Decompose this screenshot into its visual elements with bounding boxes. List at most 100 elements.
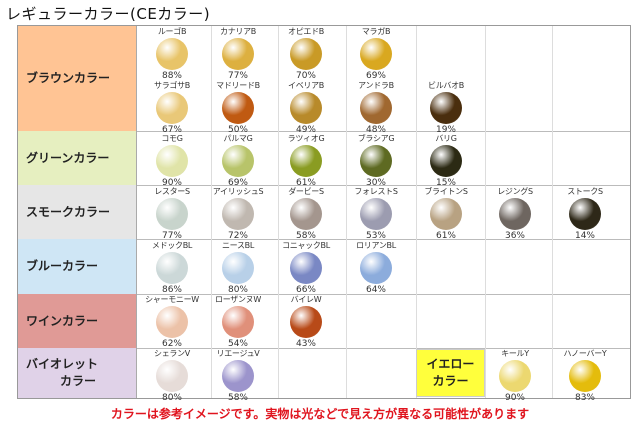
color-swatch: アンドラB 48% (346, 80, 406, 136)
color-swatch: オピエドB 70% (276, 26, 336, 82)
transmittance-percent: 83% (574, 393, 595, 403)
color-swatch: コニャックBL 66% (276, 240, 336, 296)
row-divider (18, 294, 630, 295)
transmittance-percent: 30% (365, 178, 386, 188)
color-swatch: フォレストS 53% (346, 186, 406, 242)
transmittance-percent: 77% (161, 231, 182, 241)
color-swatch: サラゴサB 67% (142, 80, 202, 136)
swatch-name: ストークS (567, 187, 603, 196)
transmittance-percent: 58% (295, 231, 316, 241)
column-divider (416, 26, 417, 398)
transmittance-percent: 80% (161, 393, 182, 403)
lens-color-circle (222, 38, 254, 70)
swatch-name: パルマG (223, 134, 253, 143)
swatch-name: リエージュV (216, 349, 260, 358)
swatch-name: ブラシアG (357, 134, 395, 143)
swatch-name: バリG (435, 134, 457, 143)
transmittance-percent: 58% (227, 393, 248, 403)
lens-color-circle (360, 198, 392, 230)
disclaimer-note: カラーは参考イメージです。実物は光などで見え方が異なる可能性があります (110, 407, 530, 421)
lens-color-circle (360, 92, 392, 124)
swatch-name: コモG (161, 134, 183, 143)
transmittance-percent: 19% (435, 125, 456, 135)
transmittance-percent: 66% (295, 285, 316, 295)
color-swatch: ブライトンS 61% (416, 186, 476, 242)
lens-color-circle (156, 252, 188, 284)
color-swatch: ブラシアG 30% (346, 133, 406, 189)
lens-color-circle (360, 145, 392, 177)
color-swatch: ルーゴB 88% (142, 26, 202, 82)
lens-color-circle (156, 360, 188, 392)
color-swatch: ハノーバーY 83% (555, 348, 615, 404)
transmittance-percent: 72% (227, 231, 248, 241)
color-swatch: シャーモニーW 62% (142, 294, 202, 350)
transmittance-percent: 14% (574, 231, 595, 241)
category-label: スモークカラー (26, 204, 111, 219)
lens-color-circle (569, 198, 601, 230)
color-swatch: ダービーS 58% (276, 186, 336, 242)
category-green: グリーンカラー (18, 131, 137, 185)
column-divider (552, 26, 553, 398)
category-yellow: イエロー カラー (416, 349, 485, 397)
color-swatch: アイリッシュS 72% (208, 186, 268, 242)
category-label: イエロー (426, 357, 475, 371)
lens-color-circle (222, 360, 254, 392)
color-swatch: コモG 90% (142, 133, 202, 189)
swatch-name: サラゴサB (154, 81, 190, 90)
swatch-name: ハノーバーY (563, 349, 607, 358)
category-label: グリーンカラー (26, 150, 110, 165)
swatch-name: レジングS (497, 187, 533, 196)
transmittance-percent: 86% (161, 285, 182, 295)
swatch-name: ルーゴB (157, 27, 187, 36)
color-swatch: イベリアB 49% (276, 80, 336, 136)
color-swatch: マラガB 69% (346, 26, 406, 82)
category-blue: ブルーカラー (18, 239, 137, 294)
transmittance-percent: 70% (295, 71, 316, 81)
swatch-name: シェランV (154, 349, 190, 358)
transmittance-percent: 49% (295, 125, 316, 135)
transmittance-percent: 61% (295, 178, 316, 188)
swatch-name: ブライトンS (424, 187, 468, 196)
swatch-name: シャーモニーW (145, 295, 199, 304)
color-swatch: シェランV 80% (142, 348, 202, 404)
transmittance-percent: 15% (435, 178, 456, 188)
color-swatch: ストークS 14% (555, 186, 615, 242)
lens-color-circle (499, 198, 531, 230)
swatch-name: ダービーS (288, 187, 324, 196)
swatch-name: ニースBL (221, 241, 255, 250)
category-brown: ブラウンカラー (18, 26, 137, 131)
category-label-line2: カラー (60, 374, 97, 388)
column-divider (485, 26, 486, 398)
lens-color-circle (290, 92, 322, 124)
swatch-name: メドックBL (151, 241, 193, 250)
color-swatch: キールY 90% (485, 348, 545, 404)
transmittance-percent: 53% (365, 231, 386, 241)
swatch-name: マラガB (361, 27, 391, 36)
color-swatch: ラツィオG 61% (276, 133, 336, 189)
transmittance-percent: 77% (227, 71, 248, 81)
swatch-name: オピエドB (288, 27, 324, 36)
row-divider (18, 131, 630, 132)
swatch-name: マドリードB (216, 81, 260, 90)
category-violet: バイオレット カラー (18, 348, 137, 398)
color-swatch: カナリアB 77% (208, 26, 268, 82)
transmittance-percent: 67% (161, 125, 182, 135)
category-label: ワインカラー (26, 313, 99, 328)
transmittance-percent: 90% (504, 393, 525, 403)
row-divider (18, 185, 630, 186)
color-swatch: リエージュV 58% (208, 348, 268, 404)
lens-color-circle (156, 145, 188, 177)
lens-color-circle (156, 198, 188, 230)
transmittance-percent: 43% (295, 339, 316, 349)
lens-color-circle (222, 145, 254, 177)
lens-color-circle (360, 38, 392, 70)
transmittance-percent: 48% (365, 125, 386, 135)
swatch-name: レスターS (154, 187, 190, 196)
lens-color-circle (156, 38, 188, 70)
lens-color-circle (290, 38, 322, 70)
lens-color-circle (222, 198, 254, 230)
color-swatch: レスターS 77% (142, 186, 202, 242)
swatch-name: キールY (501, 349, 529, 358)
lens-color-circle (222, 92, 254, 124)
color-swatch: ローザンヌW 54% (208, 294, 268, 350)
